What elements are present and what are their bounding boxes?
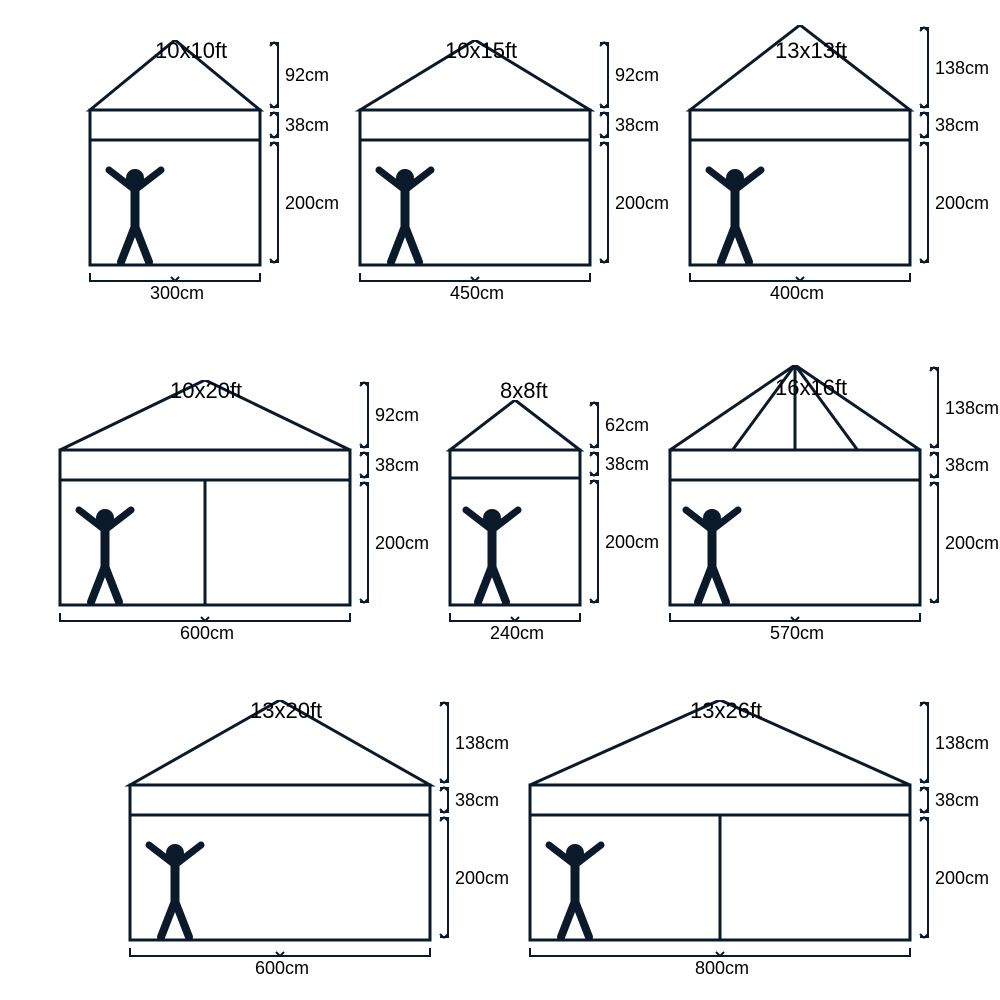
dim-label: 138cm — [455, 733, 509, 754]
dim-label: 38cm — [375, 455, 419, 476]
dim-label: 38cm — [285, 115, 329, 136]
tent-title-t8: 13x26ft — [690, 698, 762, 724]
tent-title-t4: 10x20ft — [170, 378, 242, 404]
tent-title-t3: 13x13ft — [775, 38, 847, 64]
tent-title-t6: 16x16ft — [775, 375, 847, 401]
dim-label: 200cm — [935, 868, 989, 889]
tent-t8 — [520, 700, 1000, 985]
tent-title-t5: 8x8ft — [500, 378, 548, 404]
dim-label: 38cm — [455, 790, 499, 811]
dim-label: 38cm — [945, 455, 989, 476]
tent-title-t2: 10x15ft — [445, 38, 517, 64]
width-label: 570cm — [770, 623, 824, 644]
tent-title-t7: 13x20ft — [250, 698, 322, 724]
dim-label: 200cm — [285, 193, 339, 214]
width-label: 800cm — [695, 958, 749, 979]
width-label: 400cm — [770, 283, 824, 304]
width-label: 600cm — [255, 958, 309, 979]
width-label: 450cm — [450, 283, 504, 304]
width-label: 300cm — [150, 283, 204, 304]
dim-label: 92cm — [615, 65, 659, 86]
dim-label: 138cm — [935, 58, 989, 79]
dim-label: 38cm — [605, 454, 649, 475]
dim-label: 138cm — [935, 733, 989, 754]
tent-t5 — [440, 400, 670, 650]
dim-label: 200cm — [945, 533, 999, 554]
width-label: 240cm — [490, 623, 544, 644]
dim-label: 38cm — [615, 115, 659, 136]
width-label: 600cm — [180, 623, 234, 644]
tent-title-t1: 10x10ft — [155, 38, 227, 64]
dim-label: 38cm — [935, 115, 979, 136]
tent-diagram-t5 — [440, 400, 670, 650]
dim-label: 38cm — [935, 790, 979, 811]
dim-label: 92cm — [375, 405, 419, 426]
dim-label: 200cm — [375, 533, 429, 554]
dim-label: 200cm — [605, 532, 659, 553]
tent-diagram-t8 — [520, 700, 1000, 985]
dim-label: 200cm — [615, 193, 669, 214]
dim-label: 138cm — [945, 398, 999, 419]
dim-label: 200cm — [455, 868, 509, 889]
dim-label: 200cm — [935, 193, 989, 214]
dim-label: 92cm — [285, 65, 329, 86]
dim-label: 62cm — [605, 415, 649, 436]
